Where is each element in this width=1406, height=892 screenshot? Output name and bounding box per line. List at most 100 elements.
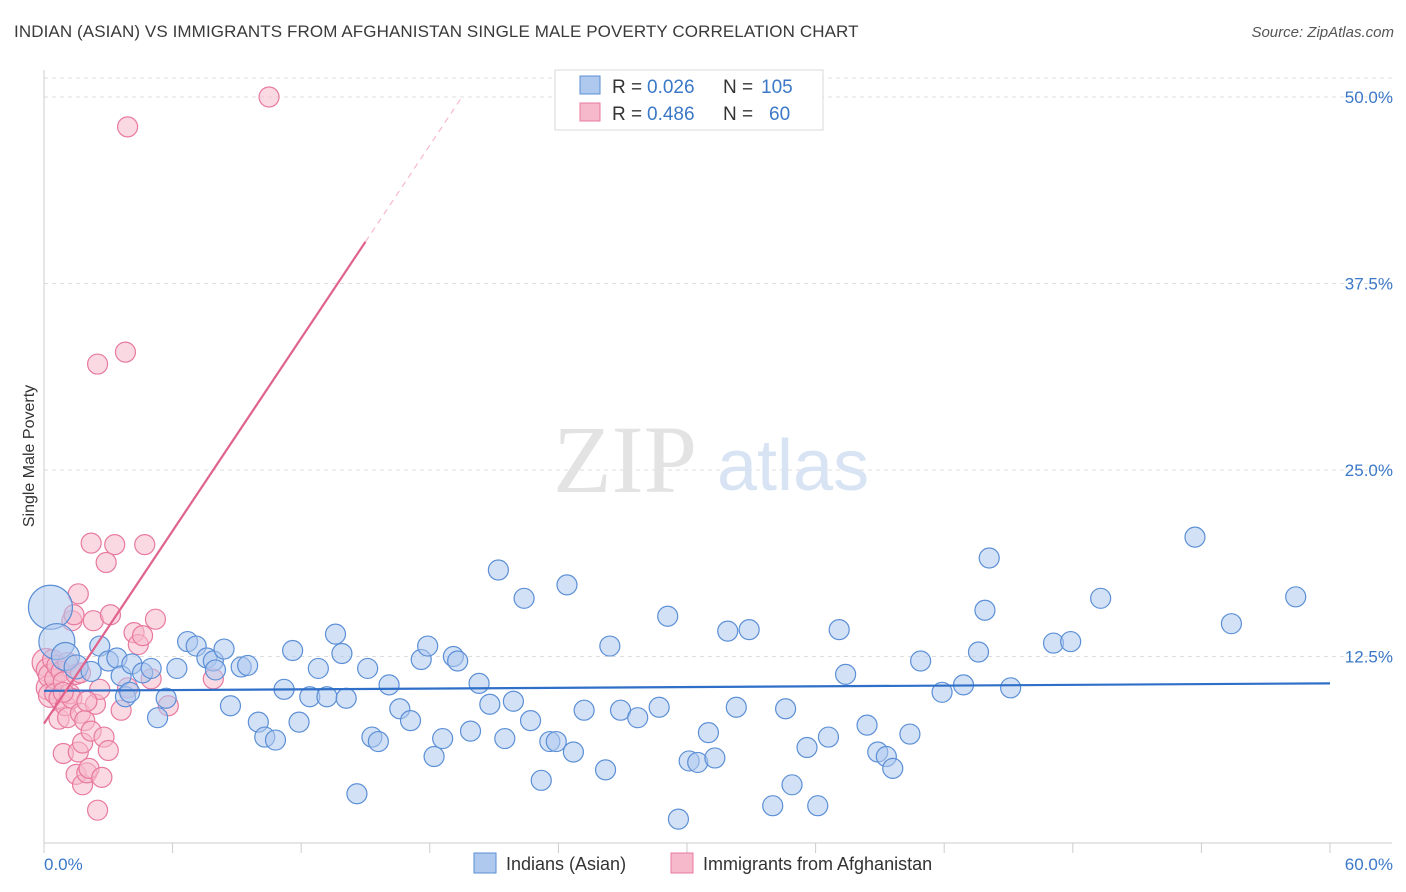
indians-point-36 <box>331 642 353 665</box>
afghanistan-point-40 <box>95 551 117 574</box>
afghanistan-point-50 <box>131 625 154 647</box>
indians-point-47 <box>423 745 445 768</box>
afghanistan-point-56 <box>258 86 280 108</box>
watermark-zip: ZIP <box>553 406 697 513</box>
indians-point-76 <box>717 620 739 642</box>
legend-n-value-pink: 60 <box>769 104 790 125</box>
afghanistan-point-36 <box>86 353 109 375</box>
indians-point-84 <box>817 726 840 748</box>
indians-point-100 <box>1060 630 1082 653</box>
afghanistan-point-59 <box>76 690 98 712</box>
indians-point-81 <box>781 774 803 796</box>
indians-point-82 <box>796 736 818 759</box>
indians-point-74 <box>697 721 720 744</box>
indians-point-28 <box>264 729 287 751</box>
indians-point-31 <box>288 711 310 733</box>
indians-point-38 <box>346 783 368 805</box>
bottom-legend-swatch-pink <box>670 852 694 874</box>
afghanistan-point-35 <box>86 799 109 821</box>
indians-point-104 <box>1285 586 1307 608</box>
indians-point-37 <box>335 687 357 709</box>
indians-point-25 <box>237 654 259 677</box>
indians-point-64 <box>573 699 595 721</box>
source-credit: Source: ZipAtlas.com <box>1251 24 1394 41</box>
indians-point-58 <box>519 710 542 732</box>
indians-point-71 <box>667 808 690 830</box>
indians-point-42 <box>378 674 400 696</box>
x-ticks <box>43 843 1331 853</box>
indians-point-57 <box>513 587 535 609</box>
bottom-legend: Indians (Asian) Immigrants from Afghanis… <box>473 852 932 874</box>
legend-swatch-blue <box>579 75 601 95</box>
indians-point-70 <box>657 605 679 627</box>
y-tick-label-2: 37.5% <box>1345 275 1393 294</box>
indians-point-35 <box>324 623 347 645</box>
trend-lines <box>43 96 1331 725</box>
afghanistan-point-51 <box>134 533 156 556</box>
indians-point-61 <box>545 730 567 753</box>
y-axis-label: Single Male Poverty <box>21 385 38 527</box>
indians-point-0 <box>27 584 74 630</box>
indians-point-30 <box>282 639 304 662</box>
afghanistan-point-43 <box>104 533 126 556</box>
indians-point-55 <box>494 727 516 750</box>
bottom-legend-label-pink: Immigrants from Afghanistan <box>703 854 932 874</box>
trend-line-afghanistan-extension <box>365 96 463 243</box>
indians-point-91 <box>899 723 921 745</box>
indians-point-83 <box>807 795 829 817</box>
indians-point-90 <box>882 757 904 780</box>
grid-lines <box>44 77 1392 657</box>
indians-point-102 <box>1184 526 1206 548</box>
indians-point-69 <box>648 696 670 718</box>
x-tick-label-min: 0.0% <box>44 855 83 874</box>
indians-point-13 <box>140 657 162 680</box>
axes <box>43 70 1392 844</box>
bottom-legend-label-blue: Indians (Asian) <box>506 854 626 874</box>
indians-point-15 <box>155 687 177 709</box>
indians-point-98 <box>1000 677 1022 699</box>
afghanistan-point-45 <box>114 341 137 363</box>
watermark-atlas: atlas <box>717 426 869 506</box>
trend-line-indians <box>43 682 1331 692</box>
legend-box: R = 0.026 N = 105 R = 0.486 N = 60 <box>554 69 824 131</box>
indians-point-46 <box>417 635 439 657</box>
legend-swatch-pink <box>579 102 601 122</box>
indians-point-41 <box>367 730 389 753</box>
indians-point-101 <box>1090 587 1112 609</box>
indians-point-16 <box>166 657 188 680</box>
indians-point-54 <box>487 559 509 581</box>
indians-point-62 <box>556 574 578 596</box>
indians-point-51 <box>459 720 482 742</box>
indians-point-4 <box>80 660 102 683</box>
series-indians-points <box>27 526 1307 830</box>
indians-point-96 <box>974 599 996 621</box>
afghanistan-point-38 <box>91 766 113 788</box>
indians-point-44 <box>399 710 422 732</box>
legend-r-value-pink: 0.486 <box>647 104 695 125</box>
indians-point-52 <box>468 672 490 694</box>
legend-r-value-blue: 0.026 <box>647 77 695 98</box>
afghanistan-point-47 <box>116 116 139 138</box>
indians-point-79 <box>762 795 784 817</box>
legend-r-label-blue: R = <box>612 77 642 98</box>
legend-n-label-blue: N = <box>723 77 753 98</box>
indians-point-53 <box>479 693 501 715</box>
legend-n-label-pink: N = <box>723 104 753 125</box>
indians-point-93 <box>931 681 953 703</box>
legend-r-label-pink: R = <box>612 104 642 125</box>
y-tick-label-0: 12.5% <box>1345 648 1393 667</box>
afghanistan-point-32 <box>80 532 102 554</box>
indians-point-14 <box>146 707 169 729</box>
trend-line-afghanistan <box>43 241 367 725</box>
indians-point-48 <box>432 727 454 750</box>
y-tick-label-1: 25.0% <box>1345 461 1393 480</box>
indians-point-77 <box>725 696 747 718</box>
indians-point-103 <box>1220 613 1243 635</box>
y-tick-labels: 12.5% 25.0% 37.5% 50.0% <box>1345 88 1393 667</box>
indians-point-22 <box>213 638 235 660</box>
afghanistan-point-41 <box>97 739 119 762</box>
indians-point-63 <box>562 741 585 763</box>
indians-point-10 <box>119 681 141 703</box>
indians-point-33 <box>307 657 329 680</box>
